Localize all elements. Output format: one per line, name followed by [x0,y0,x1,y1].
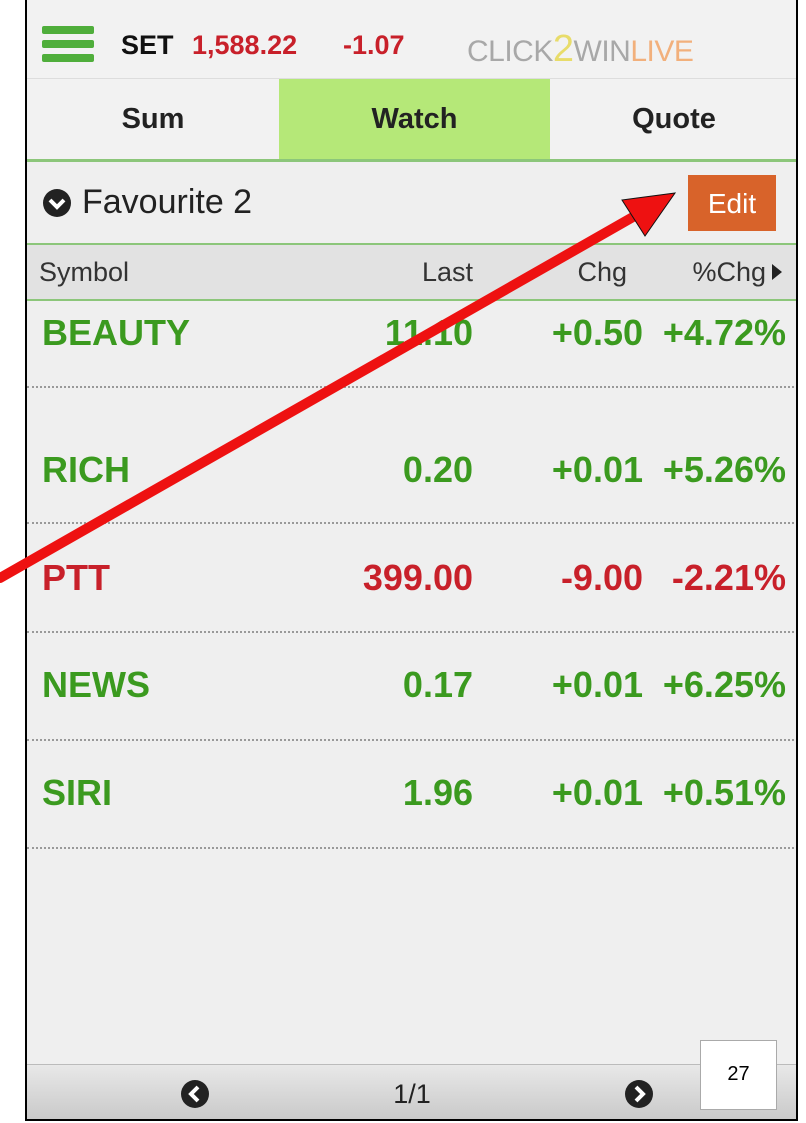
symbol: SIRI [42,772,113,813]
index-change: -1.07 [343,30,405,60]
edit-button[interactable]: Edit [688,175,776,231]
percent-change: -2.21% [671,557,786,598]
last-price: 1.96 [402,772,473,813]
row-separator [27,522,796,524]
next-column-icon[interactable] [772,264,784,280]
watch-list: BEAUTY 11.10 +0.50 +4.72% RICH 0.20 +0.01 +5.26… [27,0,796,1064]
percent-change: +6.25% [662,664,786,705]
row-separator [27,631,796,633]
logo-part: 2 [552,28,574,70]
row-separator [27,739,796,741]
change: +0.01 [551,772,643,813]
page-number: 27 [700,1040,777,1110]
symbol: RICH [42,449,130,490]
tab[interactable]: Sum [121,103,185,135]
last-price: 11.10 [384,312,473,353]
tab[interactable]: Quote [632,103,716,135]
percent-change: +0.51% [662,772,786,813]
change: -9.00 [560,557,643,598]
next-page-button[interactable] [624,1079,654,1109]
change: +0.01 [551,664,643,705]
last-price: 0.17 [402,664,473,705]
symbol: PTT [42,557,110,598]
last-price: 0.20 [402,449,473,490]
row-separator [27,847,796,849]
column-label: %Chg [692,257,766,287]
pager-bar: 1/1 [27,1064,796,1119]
tab-bar: Sum Watch Quote [27,78,796,162]
logo: CLICK2WINLIVE [467,28,694,71]
change: +0.50 [551,312,643,353]
percent-change: +4.72% [662,312,786,353]
change: +0.01 [551,449,643,490]
logo-part: CLICK [467,35,553,68]
logo-part: LIVE [630,35,694,68]
pager-text: 1/1 [393,1079,431,1109]
header: SET 1,588.22 -1.07 CLICK2WINLIVE [27,0,796,78]
index-name: SET [121,30,174,60]
last-price: 399.00 [362,557,473,598]
app-screen: SET 1,588.22 -1.07 CLICK2WINLIVE Sum Watc… [25,0,798,1121]
percent-change: +5.26% [662,449,786,490]
symbol: NEWS [42,664,150,705]
symbol: BEAUTY [42,312,191,353]
logo-part: WIN [573,35,631,68]
tab-active[interactable]: Watch [279,79,550,159]
row-separator [27,386,796,388]
menu-button[interactable] [27,0,117,78]
prev-page-button[interactable] [180,1079,210,1109]
index-value: 1,588.22 [192,30,298,60]
